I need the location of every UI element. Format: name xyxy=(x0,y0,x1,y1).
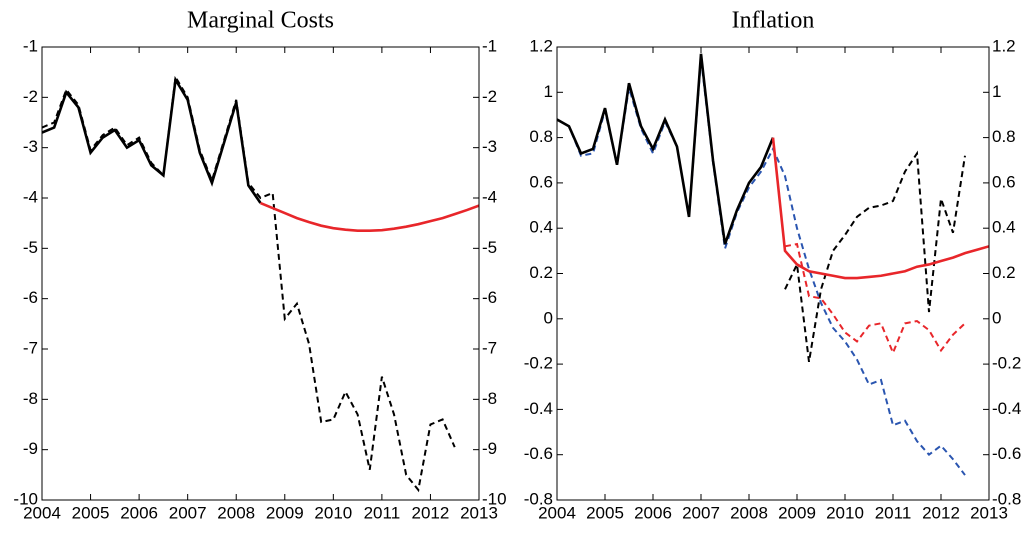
x-tick-label: 2004 xyxy=(538,503,576,522)
x-tick-label: 2011 xyxy=(875,503,912,522)
x-tick-label: 2008 xyxy=(217,503,255,522)
y-tick-label: -1 xyxy=(23,36,38,55)
y-tick-label: -8 xyxy=(23,389,38,408)
y-tick-label: -0.6 xyxy=(524,444,553,463)
y-tick-label: -5 xyxy=(23,238,38,257)
y-tick-label: -8 xyxy=(482,389,497,408)
y-tick-label: -6 xyxy=(23,288,38,307)
series-line xyxy=(784,242,966,356)
y-tick-label: 1.2 xyxy=(992,36,1016,55)
x-tick-label: 2004 xyxy=(23,503,61,522)
y-tick-label: 0.8 xyxy=(992,127,1016,146)
x-tick-label: 2006 xyxy=(120,503,158,522)
y-tick-label: -7 xyxy=(23,338,38,357)
axes-box xyxy=(41,46,480,501)
y-tick-label: 0.6 xyxy=(992,172,1016,191)
series-line xyxy=(557,53,775,245)
y-tick-label: -1 xyxy=(482,36,497,55)
y-tick-label: -0.2 xyxy=(992,354,1021,373)
y-tick-label: -4 xyxy=(482,187,497,206)
y-tick-label: -6 xyxy=(482,288,497,307)
x-tick-label: 2013 xyxy=(970,503,1008,522)
x-tick-label: 2009 xyxy=(778,503,816,522)
panel-title: Inflation xyxy=(732,8,815,34)
y-tick-label: 1 xyxy=(544,82,553,101)
x-tick-label: 2007 xyxy=(169,503,207,522)
series-line xyxy=(42,74,456,493)
y-tick-label: -9 xyxy=(482,439,497,458)
y-tick-label: -2 xyxy=(482,87,497,106)
x-tick-label: 2012 xyxy=(922,503,960,522)
y-tick-label: -4 xyxy=(23,187,38,206)
y-tick-label: 0.2 xyxy=(529,263,553,282)
y-tick-label: 0.4 xyxy=(529,218,553,237)
x-tick-label: 2009 xyxy=(266,503,304,522)
x-tick-label: 2010 xyxy=(314,503,352,522)
y-tick-label: -0.4 xyxy=(992,399,1021,418)
series-line xyxy=(784,150,966,362)
axes-box xyxy=(556,46,990,501)
y-tick-label: -0.8 xyxy=(992,489,1021,508)
y-tick-label: 0.6 xyxy=(529,172,553,191)
y-tick-label: 0.2 xyxy=(992,263,1016,282)
y-tick-label: -3 xyxy=(482,137,497,156)
series-line xyxy=(260,201,479,233)
y-tick-label: -10 xyxy=(482,489,507,508)
y-tick-label: -0.6 xyxy=(992,444,1021,463)
series-line xyxy=(771,137,989,280)
x-tick-label: 2013 xyxy=(460,503,498,522)
x-tick-label: 2005 xyxy=(586,503,624,522)
x-tick-label: 2005 xyxy=(72,503,110,522)
x-tick-label: 2007 xyxy=(682,503,720,522)
y-tick-label: -0.4 xyxy=(524,399,553,418)
y-tick-label: -9 xyxy=(23,439,38,458)
y-tick-label: -3 xyxy=(23,137,38,156)
y-tick-label: -0.8 xyxy=(524,489,553,508)
series-line xyxy=(42,75,262,204)
panel-title: Marginal Costs xyxy=(187,8,334,34)
x-tick-label: 2011 xyxy=(364,503,401,522)
x-tick-label: 2006 xyxy=(634,503,672,522)
y-tick-label: 1 xyxy=(992,82,1001,101)
y-tick-label: -2 xyxy=(23,87,38,106)
x-tick-label: 2008 xyxy=(730,503,768,522)
y-tick-label: 1.2 xyxy=(529,36,553,55)
x-tick-label: 2010 xyxy=(826,503,864,522)
y-tick-label: 0 xyxy=(992,308,1001,327)
y-tick-label: 0.4 xyxy=(992,218,1016,237)
y-tick-label: 0.8 xyxy=(529,127,553,146)
x-tick-label: 2012 xyxy=(412,503,450,522)
y-tick-label: -10 xyxy=(13,489,38,508)
y-tick-label: -5 xyxy=(482,238,497,257)
y-tick-label: -7 xyxy=(482,338,497,357)
y-tick-label: 0 xyxy=(544,308,553,327)
y-tick-label: -0.2 xyxy=(524,354,553,373)
series-line xyxy=(557,58,966,476)
